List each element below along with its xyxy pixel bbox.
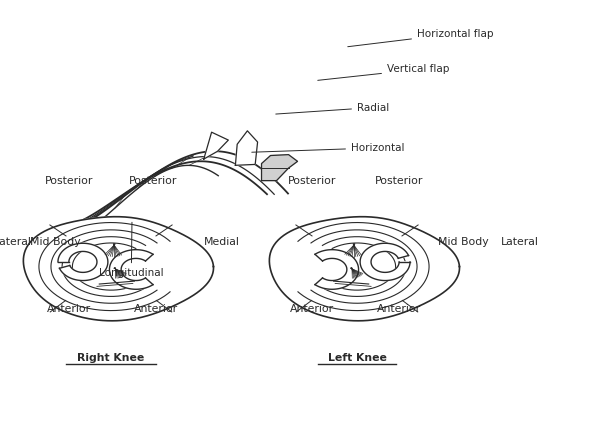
Text: Posterior: Posterior: [45, 177, 93, 186]
Polygon shape: [204, 132, 229, 159]
Text: Vertical flap: Vertical flap: [318, 65, 449, 80]
Polygon shape: [23, 217, 214, 321]
Text: Lateral: Lateral: [501, 237, 539, 247]
Text: Right Knee: Right Knee: [77, 353, 145, 363]
Polygon shape: [109, 250, 153, 289]
Text: Anterior: Anterior: [377, 304, 421, 314]
Text: Anterior: Anterior: [47, 304, 91, 314]
Polygon shape: [235, 131, 257, 165]
Text: Posterior: Posterior: [375, 177, 423, 186]
Polygon shape: [315, 250, 359, 289]
Text: Left Knee: Left Knee: [328, 353, 386, 363]
Text: Posterior: Posterior: [129, 177, 177, 186]
Text: Posterior: Posterior: [288, 177, 336, 186]
Text: Anterior: Anterior: [134, 304, 178, 314]
Polygon shape: [262, 155, 298, 181]
Text: Mid Body: Mid Body: [30, 237, 80, 247]
Text: Lateral: Lateral: [0, 237, 32, 247]
Text: Anterior: Anterior: [290, 304, 334, 314]
Polygon shape: [58, 243, 108, 280]
Text: Longitudinal: Longitudinal: [99, 222, 164, 278]
Text: Medial: Medial: [204, 237, 240, 247]
Text: Horizontal: Horizontal: [252, 143, 404, 153]
Polygon shape: [75, 151, 288, 226]
Polygon shape: [269, 217, 460, 321]
Text: Mid Body: Mid Body: [438, 237, 488, 247]
Polygon shape: [360, 243, 410, 280]
Text: Horizontal flap: Horizontal flap: [348, 29, 493, 47]
Text: Radial: Radial: [276, 103, 389, 114]
